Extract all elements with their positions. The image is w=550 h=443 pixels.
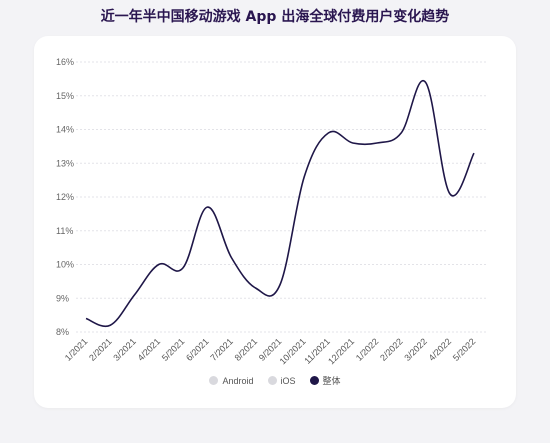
series-line-overall xyxy=(85,79,475,328)
legend-label-android: Android xyxy=(222,375,254,386)
x-axis-ticks: 1/20212/20213/20214/20215/20216/20217/20… xyxy=(63,336,478,366)
y-tick-label: 9% xyxy=(56,293,69,303)
grid-lines xyxy=(76,61,486,333)
legend-label-overall: 整体 xyxy=(322,376,341,386)
x-tick-label: 2/2022 xyxy=(378,336,405,363)
series-layer xyxy=(85,79,475,328)
y-tick-label: 11% xyxy=(56,226,73,236)
x-tick-label: 6/2021 xyxy=(184,336,211,363)
x-tick-label: 10/2021 xyxy=(278,336,308,366)
x-tick-label: 7/2021 xyxy=(208,336,235,363)
x-tick-label: 1/2022 xyxy=(354,336,381,363)
x-tick-label: 2/2021 xyxy=(87,336,114,363)
legend-swatch-android xyxy=(209,376,219,385)
legend-item-overall[interactable]: 整体 xyxy=(309,374,341,387)
y-tick-label: 13% xyxy=(56,158,74,168)
y-tick-label: 12% xyxy=(56,192,74,202)
x-tick-label: 5/2022 xyxy=(451,336,478,363)
y-tick-label: 10% xyxy=(56,260,74,270)
y-tick-label: 14% xyxy=(56,125,74,135)
x-tick-label: 3/2022 xyxy=(402,336,429,363)
legend-swatch-ios xyxy=(267,376,277,385)
legend-swatch-overall xyxy=(309,376,319,385)
x-tick-label: 5/2021 xyxy=(160,336,187,363)
x-tick-label: 4/2022 xyxy=(427,336,454,363)
chart-legend: Android iOS 整体 xyxy=(0,374,550,387)
y-axis-ticks: 8% 9% 10% 11% 12% 13% 14% 15% 16% xyxy=(56,57,74,337)
legend-label-ios: iOS xyxy=(280,375,296,386)
x-tick-label: 8/2021 xyxy=(233,336,260,363)
legend-item-ios[interactable]: iOS xyxy=(267,374,296,387)
legend-item-android[interactable]: Android xyxy=(209,374,254,387)
y-tick-label: 16% xyxy=(56,57,74,67)
chart-card xyxy=(34,36,516,408)
x-tick-label: 4/2021 xyxy=(136,336,163,363)
x-tick-label: 1/2021 xyxy=(63,336,90,363)
x-tick-label: 12/2021 xyxy=(326,336,356,366)
y-tick-label: 15% xyxy=(56,91,74,101)
chart-title: 近一年半中国移动游戏 App 出海全球付费用户变化趋势 xyxy=(100,9,450,25)
x-tick-label: 3/2021 xyxy=(111,336,138,363)
y-tick-label: 8% xyxy=(56,327,69,337)
